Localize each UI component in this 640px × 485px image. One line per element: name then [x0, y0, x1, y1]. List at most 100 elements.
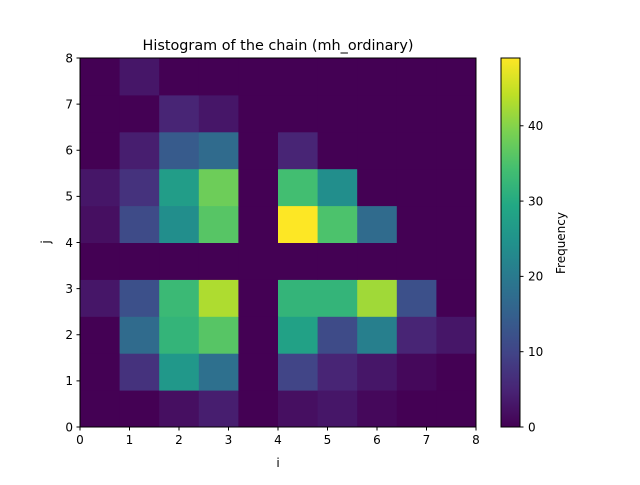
heatmap-cell	[357, 58, 398, 96]
heatmap-cell	[238, 58, 279, 96]
heatmap-cell	[436, 131, 477, 170]
heatmap-cell	[436, 279, 477, 317]
heatmap-cell	[119, 58, 160, 96]
heatmap-cell	[119, 390, 160, 428]
x-tick-label: 2	[175, 433, 183, 447]
chart-title: Histogram of the chain (mh_ordinary)	[143, 38, 414, 54]
heatmap-cell	[119, 94, 160, 133]
colorbar-tick-label: 20	[528, 270, 543, 284]
heatmap-cell	[396, 242, 437, 280]
heatmap-cell	[357, 353, 398, 391]
heatmap-cell	[357, 131, 398, 170]
heatmap-cell	[159, 279, 200, 317]
y-axis-label: j	[39, 240, 53, 244]
heatmap-cell	[317, 168, 358, 207]
heatmap-cell	[198, 168, 239, 207]
heatmap-cell	[238, 353, 279, 391]
colorbar-ticks: 0 10 20 30 40	[520, 119, 543, 434]
heatmap-cell	[278, 205, 319, 243]
heatmap-cell	[396, 353, 437, 391]
colorbar-label: Frequency	[554, 212, 568, 274]
heatmap-cell	[317, 279, 358, 317]
heatmap-cell	[317, 316, 358, 354]
x-tick-label: 0	[76, 433, 84, 447]
heatmap-cell	[159, 316, 200, 354]
heatmap-cell	[317, 131, 358, 170]
y-tick-label: 0	[65, 420, 73, 434]
heatmap-cell	[278, 390, 319, 428]
x-tick-label: 8	[472, 433, 480, 447]
heatmap-cell	[119, 279, 160, 317]
heatmap-cell	[238, 205, 279, 243]
heatmap-cell	[317, 94, 358, 133]
heatmap-cell	[80, 205, 121, 243]
y-tick-label: 4	[65, 236, 73, 250]
x-tick-label: 3	[225, 433, 233, 447]
heatmap-cell	[159, 168, 200, 207]
heatmap-cells	[80, 58, 477, 428]
heatmap-cell	[198, 58, 239, 96]
heatmap-cell	[159, 131, 200, 170]
heatmap-cell	[317, 205, 358, 243]
x-axis-ticks: 0 1 2 3 4 5 6 7 8	[76, 427, 480, 447]
heatmap-cell	[159, 390, 200, 428]
heatmap-cell	[198, 242, 239, 280]
colorbar-tick-label: 0	[528, 420, 536, 434]
heatmap-cell	[396, 168, 437, 207]
heatmap-cell	[436, 316, 477, 354]
colorbar-tick-label: 30	[528, 194, 543, 208]
heatmap-cell	[198, 316, 239, 354]
y-tick-label: 8	[65, 51, 73, 65]
y-tick-label: 2	[65, 328, 73, 342]
x-axis-label: i	[276, 456, 279, 470]
heatmap-cell	[80, 94, 121, 133]
y-tick-label: 3	[65, 282, 73, 296]
heatmap-cell	[119, 353, 160, 391]
heatmap-cell	[80, 131, 121, 170]
y-axis-ticks: 0 1 2 3 4 5 6 7 8	[65, 51, 80, 434]
heatmap-cell	[80, 168, 121, 207]
y-tick-label: 5	[65, 190, 73, 204]
heatmap-cell	[159, 353, 200, 391]
heatmap-cell	[357, 205, 398, 243]
heatmap-cell	[436, 94, 477, 133]
heatmap-cell	[238, 390, 279, 428]
heatmap-cell	[436, 58, 477, 96]
heatmap-cell	[159, 205, 200, 243]
y-tick-label: 7	[65, 97, 73, 111]
heatmap-cell	[159, 94, 200, 133]
heatmap-cell	[357, 168, 398, 207]
heatmap-cell	[396, 94, 437, 133]
heatmap-cell	[436, 353, 477, 391]
heatmap-cell	[80, 353, 121, 391]
x-tick-label: 5	[324, 433, 332, 447]
heatmap-cell	[238, 94, 279, 133]
heatmap-cell	[278, 316, 319, 354]
heatmap-cell	[357, 390, 398, 428]
heatmap-cell	[357, 316, 398, 354]
heatmap-cell	[396, 205, 437, 243]
heatmap-cell	[238, 242, 279, 280]
heatmap-cell	[278, 353, 319, 391]
heatmap-cell	[119, 242, 160, 280]
heatmap-cell	[278, 168, 319, 207]
heatmap-cell	[278, 279, 319, 317]
heatmap-cell	[198, 94, 239, 133]
heatmap-cell	[238, 316, 279, 354]
heatmap-cell	[159, 242, 200, 280]
heatmap-cell	[238, 279, 279, 317]
heatmap-cell	[396, 316, 437, 354]
heatmap-cell	[80, 390, 121, 428]
heatmap-cell	[436, 205, 477, 243]
heatmap-cell	[396, 58, 437, 96]
heatmap-cell	[396, 279, 437, 317]
heatmap-cell	[357, 94, 398, 133]
heatmap-cell	[238, 131, 279, 170]
x-tick-label: 6	[373, 433, 381, 447]
heatmap-cell	[80, 279, 121, 317]
heatmap-cell	[436, 242, 477, 280]
heatmap-cell	[119, 205, 160, 243]
colorbar-tick-label: 40	[528, 119, 543, 133]
x-tick-label: 1	[126, 433, 134, 447]
